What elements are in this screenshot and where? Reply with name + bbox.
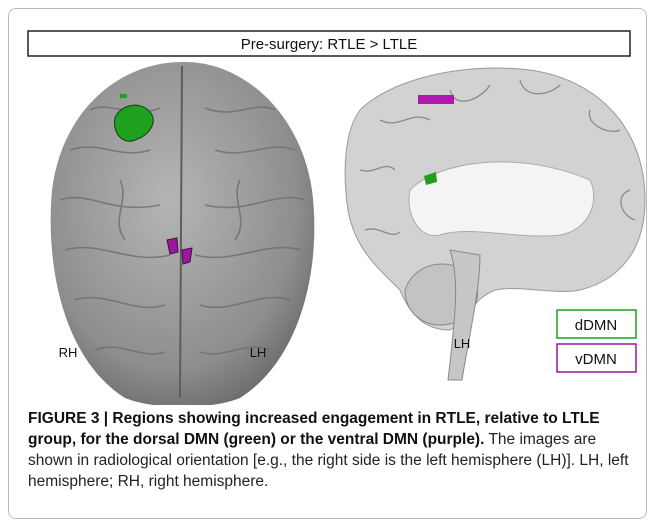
figure-panel: Pre-surgery: RTLE > LTLE RH LH (27, 30, 646, 405)
caption-heading: FIGURE 3 | Regions showing increased eng… (28, 410, 600, 448)
figure-frame (8, 8, 647, 519)
caption: FIGURE 3 | Regions showing increased eng… (28, 408, 640, 492)
caption-text: The images are shown in radiological ori… (28, 431, 629, 490)
hemisphere-label: RH (59, 345, 78, 360)
brain-top-view (50, 61, 315, 405)
legend-label: vDMN (575, 351, 617, 368)
legend-box (556, 309, 637, 339)
brain-sagittal (344, 67, 646, 381)
legend-box (556, 343, 637, 373)
legend-label: dDMN (575, 317, 618, 334)
hemisphere-label: LH (454, 336, 471, 351)
hemisphere-label: LH (250, 345, 267, 360)
title-box (27, 30, 631, 57)
panel-title: Pre-surgery: RTLE > LTLE (241, 36, 418, 53)
